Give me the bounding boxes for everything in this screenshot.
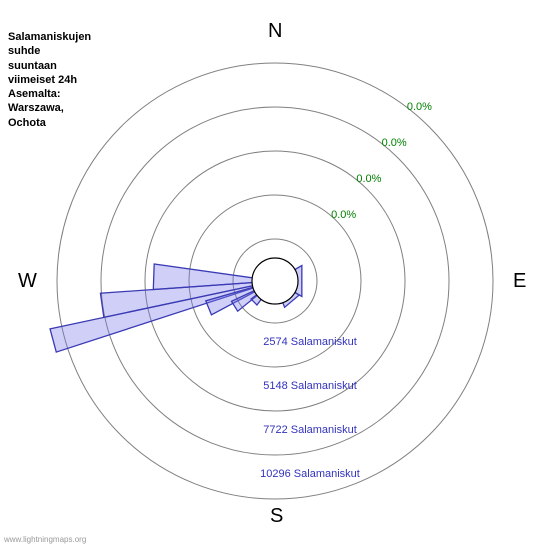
percent-label: 0.0% [382,137,407,149]
count-label: 5148 Salamaniskut [263,380,357,392]
percent-label: 0.0% [407,101,432,113]
percent-label: 0.0% [356,173,381,185]
count-label: 2574 Salamaniskut [263,336,357,348]
percent-label: 0.0% [331,209,356,221]
count-label: 10296 Salamaniskut [260,468,360,480]
cardinal-s: S [270,505,283,528]
count-label: 7722 Salamaniskut [263,424,357,436]
cardinal-e: E [513,270,526,293]
footer-attribution: www.lightningmaps.org [4,535,86,544]
cardinal-n: N [268,20,282,43]
cardinal-w: W [18,270,37,293]
polar-chart: 0.0% 0.0% 0.0% 0.0% 2574 Salamaniskut 5148 S… [0,0,550,550]
